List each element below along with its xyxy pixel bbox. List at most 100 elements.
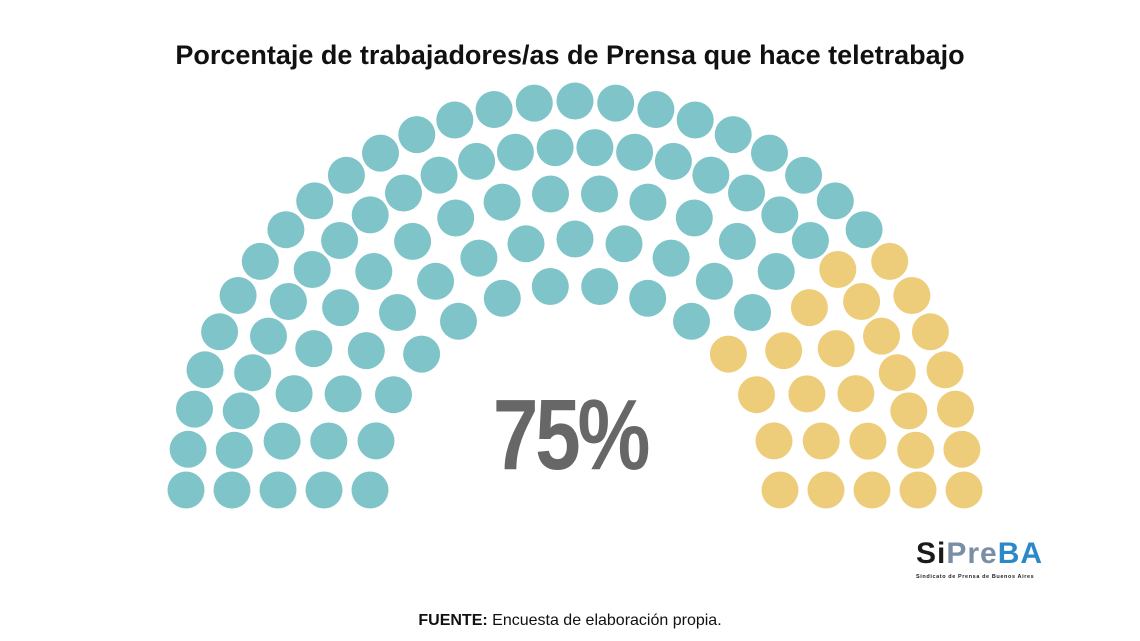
seat-teletrabajo — [531, 268, 569, 305]
percentage-label: 75% — [492, 379, 651, 491]
seat-teletrabajo — [556, 82, 594, 120]
seat-teletrabajo — [751, 134, 788, 172]
seat-teletrabajo — [597, 84, 635, 122]
seat-teletrabajo — [176, 390, 213, 428]
seat-teletrabajo — [275, 375, 313, 413]
seat-teletrabajo — [605, 225, 643, 263]
seat-teletrabajo — [324, 375, 362, 413]
seat-teletrabajo — [295, 330, 333, 368]
seat-teletrabajo — [213, 471, 251, 509]
seat-teletrabajo — [515, 84, 553, 122]
seat-teletrabajo — [581, 175, 618, 213]
seat-teletrabajo — [403, 335, 441, 373]
seat-teletrabajo — [652, 239, 690, 277]
seat-teletrabajo — [201, 313, 239, 351]
seat-teletrabajo — [718, 222, 756, 260]
seat-teletrabajo — [379, 294, 416, 331]
seat-no-teletrabajo — [802, 422, 840, 460]
seat-teletrabajo — [673, 302, 710, 340]
seat-teletrabajo — [347, 332, 385, 370]
seat-teletrabajo — [654, 142, 692, 180]
seat-teletrabajo — [496, 133, 534, 171]
seat-teletrabajo — [532, 175, 569, 213]
seat-teletrabajo — [676, 101, 714, 139]
seat-teletrabajo — [375, 376, 412, 414]
source-text: Encuesta de elaboración propia. — [492, 612, 722, 629]
seat-teletrabajo — [267, 211, 305, 249]
seat-teletrabajo — [616, 133, 654, 171]
seat-no-teletrabajo — [943, 430, 981, 468]
seat-teletrabajo — [728, 174, 765, 212]
seat-teletrabajo — [186, 351, 224, 389]
seat-no-teletrabajo — [790, 289, 828, 327]
seat-teletrabajo — [321, 222, 359, 259]
seat-teletrabajo — [629, 183, 667, 221]
seat-teletrabajo — [250, 317, 287, 355]
seat-no-teletrabajo — [807, 471, 845, 509]
seat-no-teletrabajo — [937, 390, 974, 428]
seat-teletrabajo — [167, 471, 205, 509]
seat-teletrabajo — [692, 156, 730, 194]
seat-teletrabajo — [293, 251, 331, 288]
seat-no-teletrabajo — [893, 277, 931, 314]
seat-teletrabajo — [310, 422, 348, 460]
seat-teletrabajo — [417, 262, 455, 300]
seat-teletrabajo — [483, 183, 521, 221]
seat-teletrabajo — [169, 430, 207, 468]
seat-teletrabajo — [791, 222, 829, 259]
logo-wordmark: SiPreBA — [916, 537, 1044, 570]
seat-teletrabajo — [576, 129, 614, 167]
seat-no-teletrabajo — [755, 422, 793, 460]
seat-teletrabajo — [420, 156, 458, 194]
seat-teletrabajo — [327, 156, 365, 194]
sipreba-logo: SiPreBA Sindicato de Prensa de Buenos Ai… — [916, 537, 1044, 593]
seat-teletrabajo — [234, 354, 272, 392]
seat-no-teletrabajo — [788, 375, 826, 413]
seat-teletrabajo — [296, 182, 334, 220]
seat-teletrabajo — [816, 182, 854, 220]
seat-no-teletrabajo — [890, 392, 928, 430]
seat-teletrabajo — [436, 101, 474, 139]
seat-no-teletrabajo — [738, 376, 775, 414]
seat-teletrabajo — [845, 211, 883, 249]
seat-no-teletrabajo — [849, 422, 887, 460]
seat-teletrabajo — [269, 283, 307, 320]
seat-teletrabajo — [241, 242, 279, 280]
seat-teletrabajo — [219, 277, 257, 314]
seat-teletrabajo — [351, 196, 389, 234]
seat-teletrabajo — [263, 422, 301, 460]
seat-no-teletrabajo — [897, 431, 935, 469]
source-label: FUENTE: — [418, 612, 488, 629]
seat-no-teletrabajo — [761, 471, 799, 509]
seat-no-teletrabajo — [911, 313, 949, 351]
logo-tagline: Sindicato de Prensa de Buenos Aires — [916, 574, 1035, 580]
seat-teletrabajo — [714, 116, 752, 154]
seat-no-teletrabajo — [878, 354, 916, 392]
seat-teletrabajo — [483, 279, 521, 317]
seat-teletrabajo — [398, 116, 436, 154]
seat-teletrabajo — [536, 129, 574, 167]
seat-teletrabajo — [637, 91, 675, 128]
seat-teletrabajo — [305, 471, 343, 509]
seat-no-teletrabajo — [899, 471, 937, 509]
seat-teletrabajo — [556, 220, 594, 258]
seat-teletrabajo — [475, 91, 513, 128]
seat-teletrabajo — [322, 289, 360, 327]
seat-no-teletrabajo — [765, 332, 803, 370]
seat-no-teletrabajo — [837, 375, 875, 413]
seat-teletrabajo — [761, 196, 799, 234]
seat-no-teletrabajo — [945, 471, 983, 509]
seat-teletrabajo — [785, 156, 823, 194]
seat-teletrabajo — [362, 134, 399, 172]
seat-no-teletrabajo — [709, 335, 747, 373]
seat-teletrabajo — [675, 199, 713, 237]
seat-teletrabajo — [460, 239, 498, 277]
seat-no-teletrabajo — [817, 330, 855, 368]
seat-teletrabajo — [581, 268, 619, 305]
seat-teletrabajo — [385, 174, 422, 212]
seat-teletrabajo — [222, 392, 260, 430]
seat-teletrabajo — [629, 279, 667, 317]
seat-no-teletrabajo — [843, 283, 881, 320]
seat-no-teletrabajo — [819, 251, 857, 288]
